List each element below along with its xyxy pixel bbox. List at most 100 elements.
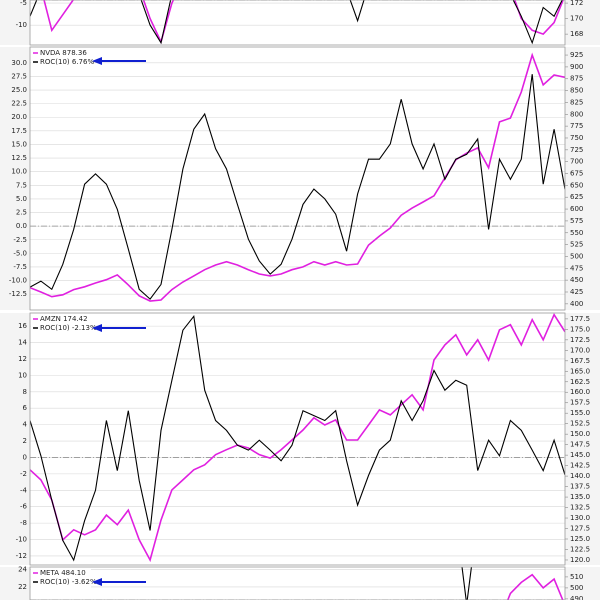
y-tick-label: -5.0 <box>13 249 27 257</box>
y2-tick-label: 550 <box>570 229 583 237</box>
y2-tick-label: 475 <box>570 264 583 272</box>
y2-tick-label: 175.0 <box>570 325 590 333</box>
y2-tick-label: 177.5 <box>570 315 590 323</box>
y-tick-label: -10 <box>16 21 27 29</box>
y2-tick-label: 425 <box>570 288 583 296</box>
y2-tick-label: 525 <box>570 241 583 249</box>
legend-label: AMZN 174.42 <box>40 315 88 323</box>
y2-tick-label: 490 <box>570 595 583 600</box>
y2-tick-label: 625 <box>570 193 583 201</box>
plot <box>30 0 565 45</box>
annotation-arrowhead <box>92 578 102 586</box>
y-tick-label: 30.0 <box>11 59 27 67</box>
y2-tick-label: 120.0 <box>570 556 590 564</box>
y2-tick-label: 170.0 <box>570 346 590 354</box>
y-tick-label: -2 <box>20 470 27 478</box>
y2-tick-label: 800 <box>570 110 583 118</box>
y2-tick-label: 925 <box>570 51 583 59</box>
y2-tick-label: 130.0 <box>570 514 590 522</box>
y-tick-label: -12 <box>16 552 27 560</box>
legend-label: ROC(10) -2.13% <box>40 324 97 332</box>
side-panel <box>565 47 600 310</box>
y-tick-label: 12.5 <box>11 154 27 162</box>
y-tick-label: -12.5 <box>9 290 27 298</box>
panel-border <box>29 46 566 311</box>
y-tick-label: -6 <box>20 503 28 511</box>
legend-label: ROC(10) 6.76% <box>40 58 94 66</box>
y2-tick-label: 450 <box>570 276 583 284</box>
legend-label: META 484.10 <box>40 569 86 577</box>
series-line <box>30 74 565 300</box>
panel-border <box>29 566 566 600</box>
y2-tick-label: 132.5 <box>570 504 590 512</box>
y-tick-label: 2 <box>23 437 27 445</box>
series-line <box>30 314 565 562</box>
y2-tick-label: 172 <box>570 0 583 7</box>
y-tick-label: 15.0 <box>11 140 27 148</box>
side-panel <box>565 313 600 565</box>
y2-tick-label: 142.5 <box>570 462 590 470</box>
y2-tick-label: 575 <box>570 217 583 225</box>
plot <box>30 313 565 563</box>
panel-border <box>29 0 566 46</box>
y-tick-label: 7.5 <box>16 181 27 189</box>
annotation-arrowhead <box>92 324 102 332</box>
y2-tick-label: 170 <box>570 15 583 23</box>
y2-tick-label: 510 <box>570 573 583 581</box>
y2-tick-label: 147.5 <box>570 441 590 449</box>
series-line <box>30 52 565 302</box>
side-panel <box>0 567 30 600</box>
y-tick-label: 2.5 <box>16 209 27 217</box>
y2-tick-label: 137.5 <box>570 483 590 491</box>
y2-tick-label: 700 <box>570 158 583 166</box>
y-tick-label: -8 <box>20 519 27 527</box>
side-panel <box>0 47 30 310</box>
y-tick-label: 24 <box>18 566 27 574</box>
y2-tick-label: 152.5 <box>570 420 590 428</box>
y2-tick-label: 850 <box>570 87 583 95</box>
y-tick-label: 22.5 <box>11 100 27 108</box>
legend-box <box>31 48 91 68</box>
y2-tick-label: 675 <box>570 170 583 178</box>
legend-box <box>31 314 91 334</box>
y-tick-label: 17.5 <box>11 127 27 135</box>
legend-label: NVDA 878.36 <box>40 49 87 57</box>
side-panel <box>565 567 600 600</box>
y-tick-label: -7.5 <box>13 263 27 271</box>
y2-tick-label: 600 <box>570 205 583 213</box>
y2-tick-label: 167.5 <box>570 357 590 365</box>
y2-tick-label: 172.5 <box>570 336 590 344</box>
side-panel <box>565 0 600 45</box>
y2-tick-label: 125.0 <box>570 535 590 543</box>
y-tick-label: -10 <box>16 536 27 544</box>
y2-tick-label: 122.5 <box>570 545 590 553</box>
y2-tick-label: 145.0 <box>570 451 590 459</box>
y2-tick-label: 160.0 <box>570 388 590 396</box>
y-tick-label: 10.0 <box>11 168 27 176</box>
y-tick-label: 6 <box>23 404 28 412</box>
y2-tick-label: 157.5 <box>570 399 590 407</box>
y2-tick-label: 162.5 <box>570 378 590 386</box>
legend-box <box>31 568 91 588</box>
y2-tick-label: 650 <box>570 181 583 189</box>
y-tick-label: 8 <box>23 388 27 396</box>
y-tick-label: -2.5 <box>13 236 27 244</box>
y2-tick-label: 875 <box>570 75 583 83</box>
y-tick-label: 12 <box>18 355 27 363</box>
y-tick-label: 20.0 <box>11 113 27 121</box>
y2-tick-label: 750 <box>570 134 583 142</box>
legend-label: ROC(10) -3.62% <box>40 578 97 586</box>
y-tick-label: 0.0 <box>16 222 27 230</box>
panel-border <box>29 312 566 566</box>
y-tick-label: 10 <box>18 371 27 379</box>
y-tick-label: 5.0 <box>16 195 27 203</box>
plot <box>30 52 565 302</box>
y2-tick-label: 168 <box>570 30 583 38</box>
y-tick-label: 4 <box>23 421 28 429</box>
y-tick-label: 0 <box>23 453 27 461</box>
y-tick-label: 25.0 <box>11 86 27 94</box>
y2-tick-label: 155.0 <box>570 409 590 417</box>
y-tick-label: -10.0 <box>9 277 27 285</box>
y2-tick-label: 165.0 <box>570 367 590 375</box>
